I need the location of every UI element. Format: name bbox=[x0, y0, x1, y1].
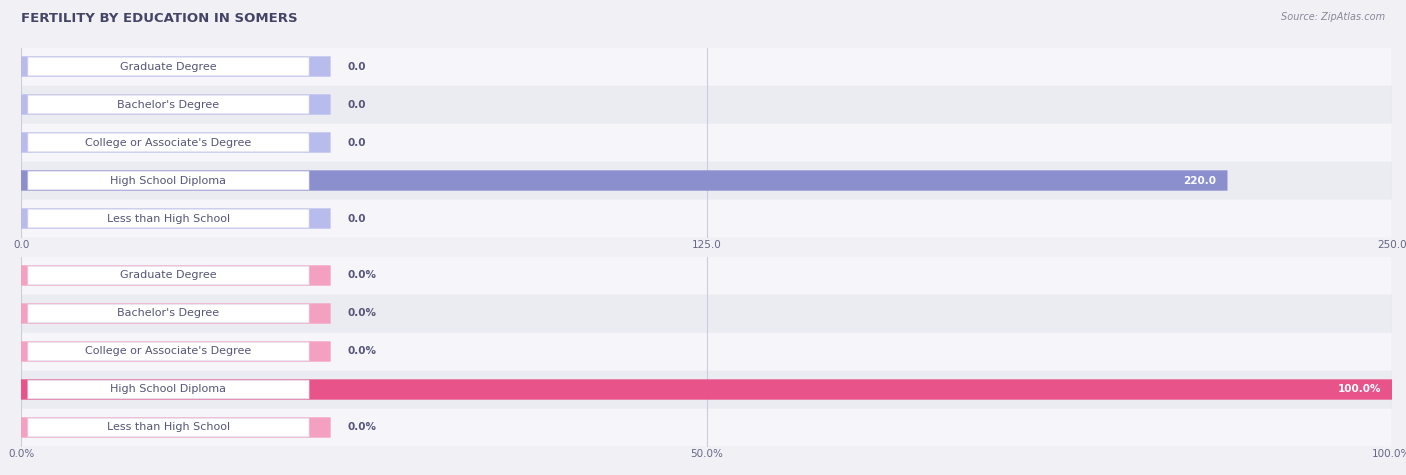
FancyBboxPatch shape bbox=[21, 209, 330, 228]
FancyBboxPatch shape bbox=[21, 342, 330, 361]
FancyBboxPatch shape bbox=[21, 256, 1392, 294]
FancyBboxPatch shape bbox=[21, 304, 330, 323]
Text: 0.0: 0.0 bbox=[347, 213, 366, 224]
Text: Bachelor's Degree: Bachelor's Degree bbox=[117, 308, 219, 319]
FancyBboxPatch shape bbox=[28, 418, 309, 437]
FancyBboxPatch shape bbox=[21, 124, 1392, 162]
FancyBboxPatch shape bbox=[21, 370, 1392, 408]
Text: High School Diploma: High School Diploma bbox=[111, 384, 226, 395]
Text: Less than High School: Less than High School bbox=[107, 422, 231, 433]
FancyBboxPatch shape bbox=[21, 418, 330, 437]
FancyBboxPatch shape bbox=[21, 171, 1227, 190]
FancyBboxPatch shape bbox=[28, 304, 309, 323]
FancyBboxPatch shape bbox=[28, 95, 309, 114]
Text: Less than High School: Less than High School bbox=[107, 213, 231, 224]
FancyBboxPatch shape bbox=[28, 342, 309, 361]
FancyBboxPatch shape bbox=[28, 133, 309, 152]
Text: 0.0: 0.0 bbox=[347, 99, 366, 110]
Text: 0.0%: 0.0% bbox=[347, 346, 375, 357]
Text: Graduate Degree: Graduate Degree bbox=[120, 270, 217, 281]
Text: 220.0: 220.0 bbox=[1184, 175, 1216, 186]
FancyBboxPatch shape bbox=[28, 171, 309, 190]
Text: Graduate Degree: Graduate Degree bbox=[120, 61, 217, 72]
FancyBboxPatch shape bbox=[28, 266, 309, 285]
FancyBboxPatch shape bbox=[21, 95, 330, 114]
FancyBboxPatch shape bbox=[28, 380, 309, 399]
Text: 0.0%: 0.0% bbox=[347, 270, 375, 281]
FancyBboxPatch shape bbox=[21, 332, 1392, 371]
FancyBboxPatch shape bbox=[21, 380, 1392, 399]
Text: 0.0%: 0.0% bbox=[347, 308, 375, 319]
Text: FERTILITY BY EDUCATION IN SOMERS: FERTILITY BY EDUCATION IN SOMERS bbox=[21, 12, 298, 25]
FancyBboxPatch shape bbox=[21, 200, 1392, 238]
Text: High School Diploma: High School Diploma bbox=[111, 175, 226, 186]
FancyBboxPatch shape bbox=[21, 294, 1392, 332]
Text: Bachelor's Degree: Bachelor's Degree bbox=[117, 99, 219, 110]
Text: 0.0%: 0.0% bbox=[347, 422, 375, 433]
FancyBboxPatch shape bbox=[21, 162, 1392, 199]
FancyBboxPatch shape bbox=[21, 266, 330, 285]
Text: College or Associate's Degree: College or Associate's Degree bbox=[86, 137, 252, 148]
FancyBboxPatch shape bbox=[21, 86, 1392, 124]
FancyBboxPatch shape bbox=[21, 133, 330, 152]
FancyBboxPatch shape bbox=[28, 57, 309, 76]
FancyBboxPatch shape bbox=[21, 57, 330, 76]
Text: College or Associate's Degree: College or Associate's Degree bbox=[86, 346, 252, 357]
Text: 0.0: 0.0 bbox=[347, 137, 366, 148]
FancyBboxPatch shape bbox=[21, 408, 1392, 446]
Text: Source: ZipAtlas.com: Source: ZipAtlas.com bbox=[1281, 12, 1385, 22]
FancyBboxPatch shape bbox=[28, 209, 309, 228]
Text: 0.0: 0.0 bbox=[347, 61, 366, 72]
Text: 100.0%: 100.0% bbox=[1337, 384, 1381, 395]
FancyBboxPatch shape bbox=[21, 48, 1392, 86]
